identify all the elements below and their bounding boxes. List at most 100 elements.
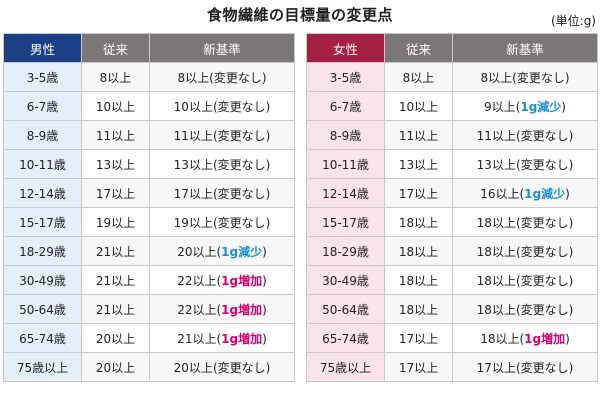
new-value-cell: 18以上(変更なし) bbox=[452, 265, 598, 295]
female-table-body: 3-5歳 8以上 8以上(変更なし) 6-7歳 10以上 9以上(1g減少) 8-9歳 11以… bbox=[306, 62, 598, 382]
decrease-tag: 1g減少 bbox=[221, 244, 263, 259]
closing-paren: ) bbox=[262, 273, 267, 288]
closing-paren: ) bbox=[261, 70, 267, 85]
closing-paren: ) bbox=[564, 70, 570, 85]
age-cell: 15-17歳 bbox=[306, 207, 385, 237]
male-header: 男性 bbox=[3, 33, 82, 63]
old-value-cell: 21以上 bbox=[81, 294, 150, 324]
old-standard-header: 従来 bbox=[81, 33, 150, 63]
closing-paren: ) bbox=[265, 99, 271, 114]
age-cell: 18-29歳 bbox=[306, 236, 385, 266]
table-row: 65-74歳 20以上 21以上(1g増加) bbox=[3, 323, 295, 353]
closing-paren: ) bbox=[262, 244, 267, 259]
new-value-cell: 18以上(変更なし) bbox=[452, 294, 598, 324]
closing-paren: ) bbox=[265, 157, 271, 172]
no-change-note: 変更なし bbox=[520, 244, 569, 259]
table-row: 12-14歳 17以上 16以上(1g減少) bbox=[306, 178, 598, 208]
age-cell: 18-29歳 bbox=[3, 236, 82, 266]
old-value-cell: 20以上 bbox=[81, 352, 150, 382]
new-value-text: 18以上( bbox=[476, 273, 521, 288]
female-table: 女性 従来 新基準 3-5歳 8以上 8以上(変更なし) 6-7歳 10以上 9以上(1g… bbox=[306, 33, 598, 382]
table-row: 3-5歳 8以上 8以上(変更なし) bbox=[3, 62, 295, 92]
age-cell: 3-5歳 bbox=[3, 62, 82, 92]
new-value-cell: 11以上(変更なし) bbox=[149, 120, 295, 150]
closing-paren: ) bbox=[568, 360, 574, 375]
new-value-text: 9以上( bbox=[484, 99, 521, 114]
old-value-cell: 10以上 bbox=[384, 91, 453, 121]
table-row: 50-64歳 18以上 18以上(変更なし) bbox=[306, 294, 598, 324]
new-value-text: 17以上( bbox=[476, 360, 521, 375]
table-row: 3-5歳 8以上 8以上(変更なし) bbox=[306, 62, 598, 92]
old-value-cell: 21以上 bbox=[81, 265, 150, 295]
closing-paren: ) bbox=[565, 186, 570, 201]
table-row: 75歳以上 17以上 17以上(変更なし) bbox=[306, 352, 598, 382]
new-value-cell: 19以上(変更なし) bbox=[149, 207, 295, 237]
old-value-cell: 11以上 bbox=[384, 120, 453, 150]
old-value-cell: 18以上 bbox=[384, 207, 453, 237]
table-row: 6-7歳 10以上 9以上(1g減少) bbox=[306, 91, 598, 121]
old-value-cell: 17以上 bbox=[81, 178, 150, 208]
increase-tag: 1g増加 bbox=[221, 331, 263, 346]
table-row: 15-17歳 19以上 19以上(変更なし) bbox=[3, 207, 295, 237]
male-table: 男性 従来 新基準 3-5歳 8以上 8以上(変更なし) 6-7歳 10以上 10以上(変… bbox=[3, 33, 295, 382]
old-value-cell: 21以上 bbox=[81, 236, 150, 266]
age-cell: 50-64歳 bbox=[3, 294, 82, 324]
new-value-text: 18以上( bbox=[476, 215, 521, 230]
closing-paren: ) bbox=[568, 157, 574, 172]
old-value-cell: 18以上 bbox=[384, 265, 453, 295]
increase-tag: 1g増加 bbox=[524, 331, 566, 346]
closing-paren: ) bbox=[565, 331, 570, 346]
closing-paren: ) bbox=[561, 99, 566, 114]
new-value-text: 20以上( bbox=[173, 360, 218, 375]
new-value-text: 16以上( bbox=[480, 186, 525, 201]
closing-paren: ) bbox=[568, 244, 574, 259]
no-change-note: 変更なし bbox=[520, 157, 569, 172]
old-value-cell: 8以上 bbox=[81, 62, 150, 92]
new-value-cell: 20以上(1g減少) bbox=[149, 236, 295, 266]
decrease-tag: 1g減少 bbox=[520, 99, 562, 114]
no-change-note: 変更なし bbox=[516, 70, 565, 85]
table-row: 18-29歳 21以上 20以上(1g減少) bbox=[3, 236, 295, 266]
new-value-text: 13以上( bbox=[476, 157, 521, 172]
new-value-cell: 9以上(1g減少) bbox=[452, 91, 598, 121]
new-value-cell: 16以上(1g減少) bbox=[452, 178, 598, 208]
table-row: 15-17歳 18以上 18以上(変更なし) bbox=[306, 207, 598, 237]
new-value-text: 18以上( bbox=[476, 244, 521, 259]
old-value-cell: 17以上 bbox=[384, 323, 453, 353]
no-change-note: 変更なし bbox=[217, 157, 266, 172]
age-cell: 50-64歳 bbox=[306, 294, 385, 324]
table-row: 12-14歳 17以上 17以上(変更なし) bbox=[3, 178, 295, 208]
old-value-cell: 18以上 bbox=[384, 294, 453, 324]
no-change-note: 変更なし bbox=[217, 215, 266, 230]
table-row: 8-9歳 11以上 11以上(変更なし) bbox=[3, 120, 295, 150]
new-value-cell: 11以上(変更なし) bbox=[452, 120, 598, 150]
new-value-text: 10以上( bbox=[173, 99, 218, 114]
table-row: 10-11歳 13以上 13以上(変更なし) bbox=[3, 149, 295, 179]
old-value-cell: 17以上 bbox=[384, 178, 453, 208]
age-cell: 10-11歳 bbox=[306, 149, 385, 179]
age-cell: 65-74歳 bbox=[306, 323, 385, 353]
no-change-note: 変更なし bbox=[520, 215, 569, 230]
no-change-note: 変更なし bbox=[217, 360, 266, 375]
table-header-row: 女性 従来 新基準 bbox=[306, 33, 598, 63]
table-row: 50-64歳 21以上 22以上(1g増加) bbox=[3, 294, 295, 324]
closing-paren: ) bbox=[568, 128, 574, 143]
table-row: 18-29歳 18以上 18以上(変更なし) bbox=[306, 236, 598, 266]
new-value-cell: 8以上(変更なし) bbox=[149, 62, 295, 92]
closing-paren: ) bbox=[262, 331, 267, 346]
new-value-text: 21以上( bbox=[177, 331, 222, 346]
table-header-row: 男性 従来 新基準 bbox=[3, 33, 295, 63]
table-row: 75歳以上 20以上 20以上(変更なし) bbox=[3, 352, 295, 382]
no-change-note: 変更なし bbox=[217, 186, 266, 201]
new-value-text: 11以上( bbox=[173, 128, 218, 143]
new-standard-header: 新基準 bbox=[452, 33, 598, 63]
new-value-text: 8以上( bbox=[177, 70, 214, 85]
age-cell: 6-7歳 bbox=[3, 91, 82, 121]
old-standard-header: 従来 bbox=[384, 33, 453, 63]
new-value-text: 8以上( bbox=[480, 70, 517, 85]
new-value-text: 11以上( bbox=[476, 128, 521, 143]
new-value-cell: 18以上(変更なし) bbox=[452, 236, 598, 266]
closing-paren: ) bbox=[568, 215, 574, 230]
new-value-cell: 17以上(変更なし) bbox=[149, 178, 295, 208]
age-cell: 15-17歳 bbox=[3, 207, 82, 237]
